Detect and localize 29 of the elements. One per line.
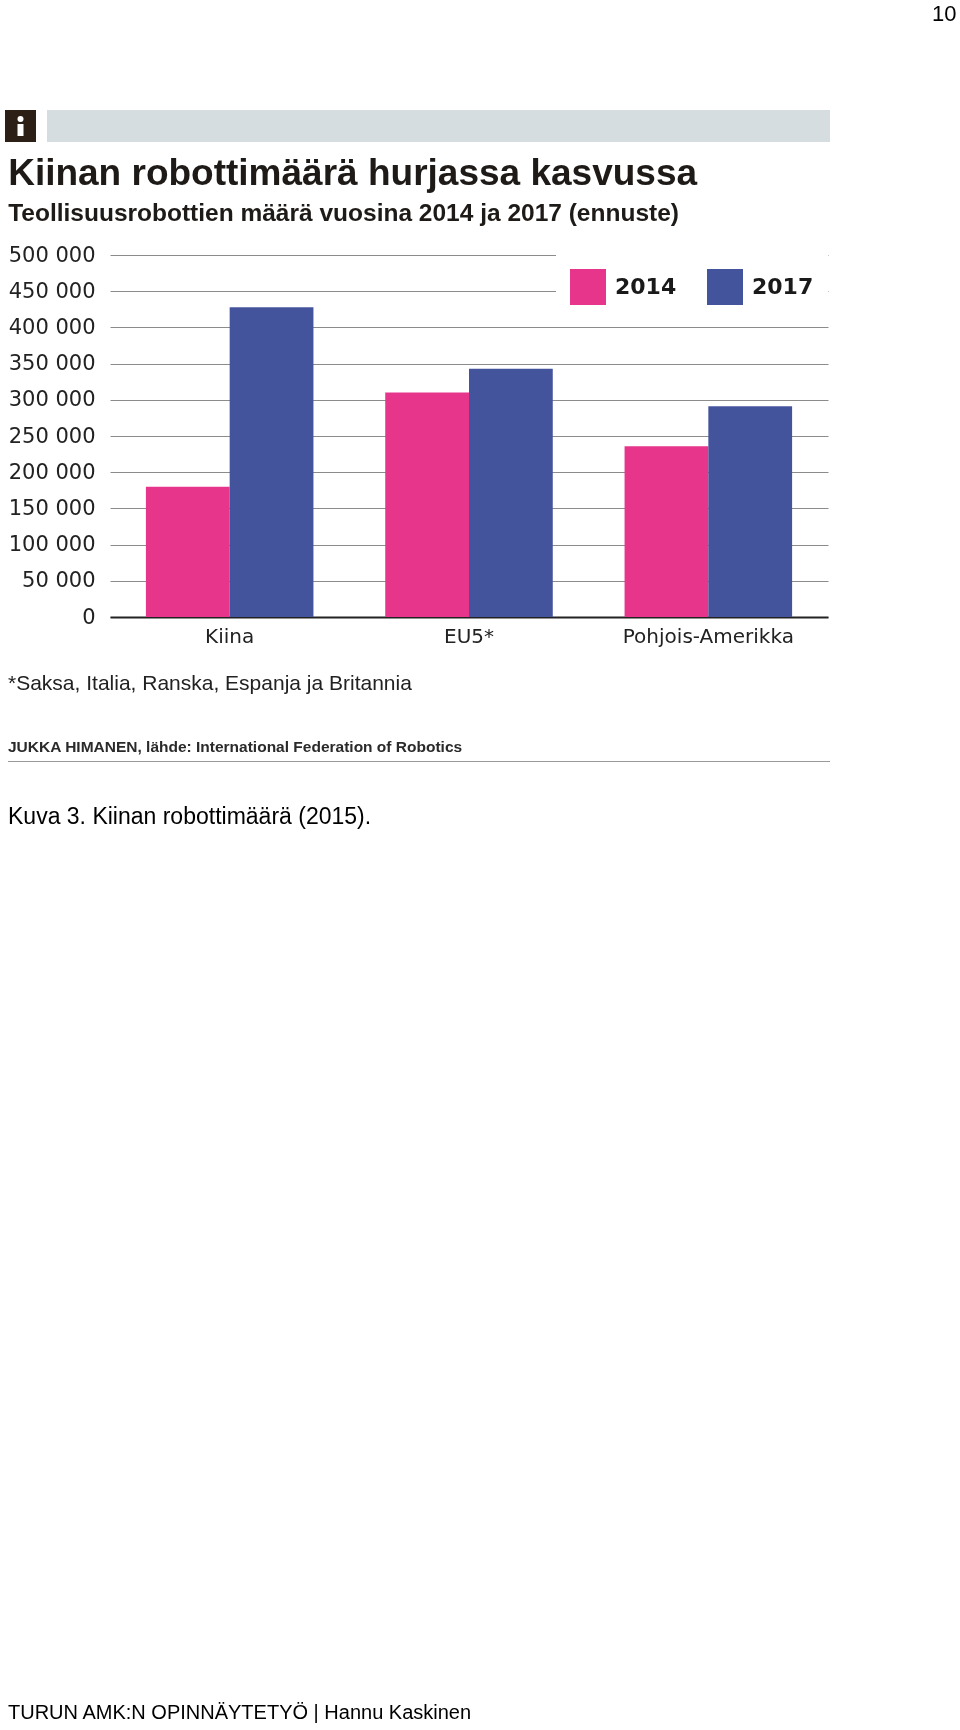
bar	[145, 486, 230, 617]
bar	[624, 446, 709, 617]
y-tick-label: 0	[82, 604, 96, 629]
y-tick-label: 250 000	[8, 423, 96, 448]
y-tick-label: 450 000	[8, 278, 96, 303]
chart-title: Kiinan robottimäärä hurjassa kasvussa	[8, 151, 698, 193]
y-tick-label: 500 000	[8, 242, 96, 267]
bar	[708, 406, 793, 617]
bar	[469, 368, 553, 617]
legend-label: 2014	[615, 274, 677, 299]
text: JUKKA HIMANEN, lähde: International Federation of Robotics	[8, 738, 463, 756]
bar	[385, 392, 469, 617]
y-tick-label: 200 000	[8, 459, 96, 484]
x-tick-label: Pohjois-Amerikka	[622, 623, 794, 648]
y-tick-label: 300 000	[8, 387, 96, 412]
text: Kuva 3. Kiinan robottimäärä (2015).	[8, 803, 372, 830]
text: 10	[932, 1, 957, 27]
x-tick-label: EU5*	[444, 623, 494, 648]
y-tick-label: 350 000	[8, 351, 96, 376]
y-tick-label: 150 000	[8, 495, 96, 520]
y-tick-label: 100 000	[8, 532, 96, 557]
bar	[229, 307, 314, 617]
chart-subtitle: Teollisuusrobottien määrä vuosina 2014 ja 2017 (ennuste)	[8, 198, 679, 226]
x-tick-label: Kiina	[205, 623, 255, 648]
text: TURUN AMK:N OPINNÄYTETYÖ | Hannu Kaskinen	[8, 1701, 472, 1724]
text: *Saksa, Italia, Ranska, Espanja ja Britannia	[8, 671, 412, 696]
y-tick-label: 400 000	[8, 314, 96, 339]
legend-label: 2017	[752, 274, 814, 299]
y-tick-label: 50 000	[22, 568, 96, 593]
